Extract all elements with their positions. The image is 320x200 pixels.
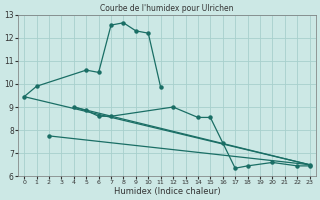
X-axis label: Humidex (Indice chaleur): Humidex (Indice chaleur) — [114, 187, 220, 196]
Text: Courbe de l'humidex pour Ulrichen: Courbe de l'humidex pour Ulrichen — [100, 4, 234, 13]
